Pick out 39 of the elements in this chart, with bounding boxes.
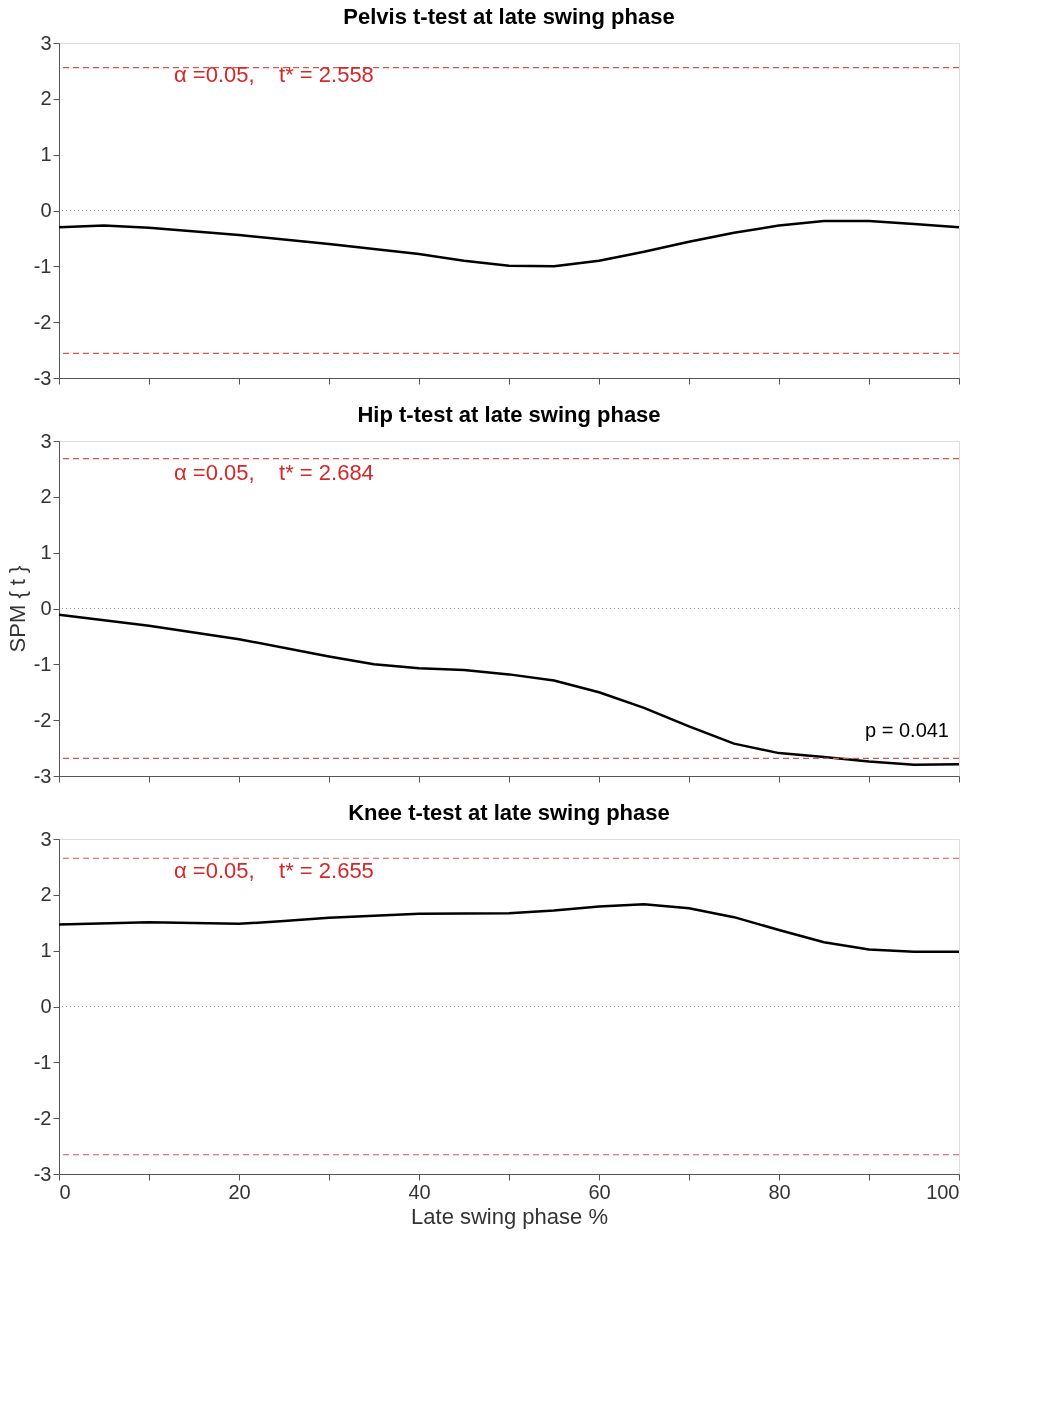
- y-tick-label: 1: [40, 939, 52, 962]
- chart-title: Knee t-test at late swing phase: [348, 800, 670, 825]
- annotation: α =0.05, t* = 2.655: [174, 858, 374, 883]
- y-tick-label: 3: [40, 429, 52, 452]
- y-tick-label: -3: [33, 366, 52, 389]
- line-series: [57, 903, 961, 954]
- y-tick-label: 0: [40, 995, 52, 1017]
- x-tick-label: 100: [926, 1180, 960, 1203]
- annotation: p = 0.041: [865, 719, 949, 741]
- x-tick-label: 20: [228, 1180, 251, 1203]
- y-tick-label: 2: [40, 883, 52, 906]
- y-axis-title: SPM { t }: [4, 565, 30, 653]
- annotation: α =0.05, t* = 2.684: [174, 460, 374, 485]
- y-tick-label: -1: [33, 652, 52, 675]
- y-tick-label: -2: [33, 1106, 52, 1129]
- x-tick-label: 60: [588, 1180, 611, 1203]
- x-tick-label: 40: [408, 1180, 431, 1203]
- y-tick-label: -2: [33, 708, 52, 731]
- x-axis-title: Late swing phase %: [411, 1203, 608, 1229]
- y-tick-label: -3: [33, 764, 52, 787]
- y-tick-label: 1: [40, 143, 52, 166]
- line-series: [57, 613, 961, 767]
- chart-title: Pelvis t-test at late swing phase: [343, 4, 675, 29]
- y-tick-label: 0: [40, 597, 52, 619]
- y-tick-label: -1: [33, 1050, 52, 1073]
- chart-title: Hip t-test at late swing phase: [357, 402, 661, 427]
- x-tick-label: 80: [768, 1180, 791, 1203]
- y-tick-label: -1: [33, 254, 52, 277]
- y-tick-label: -3: [33, 1162, 52, 1185]
- line-series: [57, 219, 961, 268]
- y-tick-label: -2: [33, 310, 52, 333]
- y-tick-label: 1: [40, 541, 52, 564]
- y-tick-label: 3: [40, 31, 52, 54]
- y-tick-label: 3: [40, 827, 52, 850]
- y-tick-label: 2: [40, 485, 52, 508]
- y-tick-label: 0: [40, 199, 52, 221]
- x-tick-label: 0: [59, 1180, 71, 1203]
- annotation: α =0.05, t* = 2.558: [174, 62, 374, 87]
- y-tick-label: 2: [40, 87, 52, 110]
